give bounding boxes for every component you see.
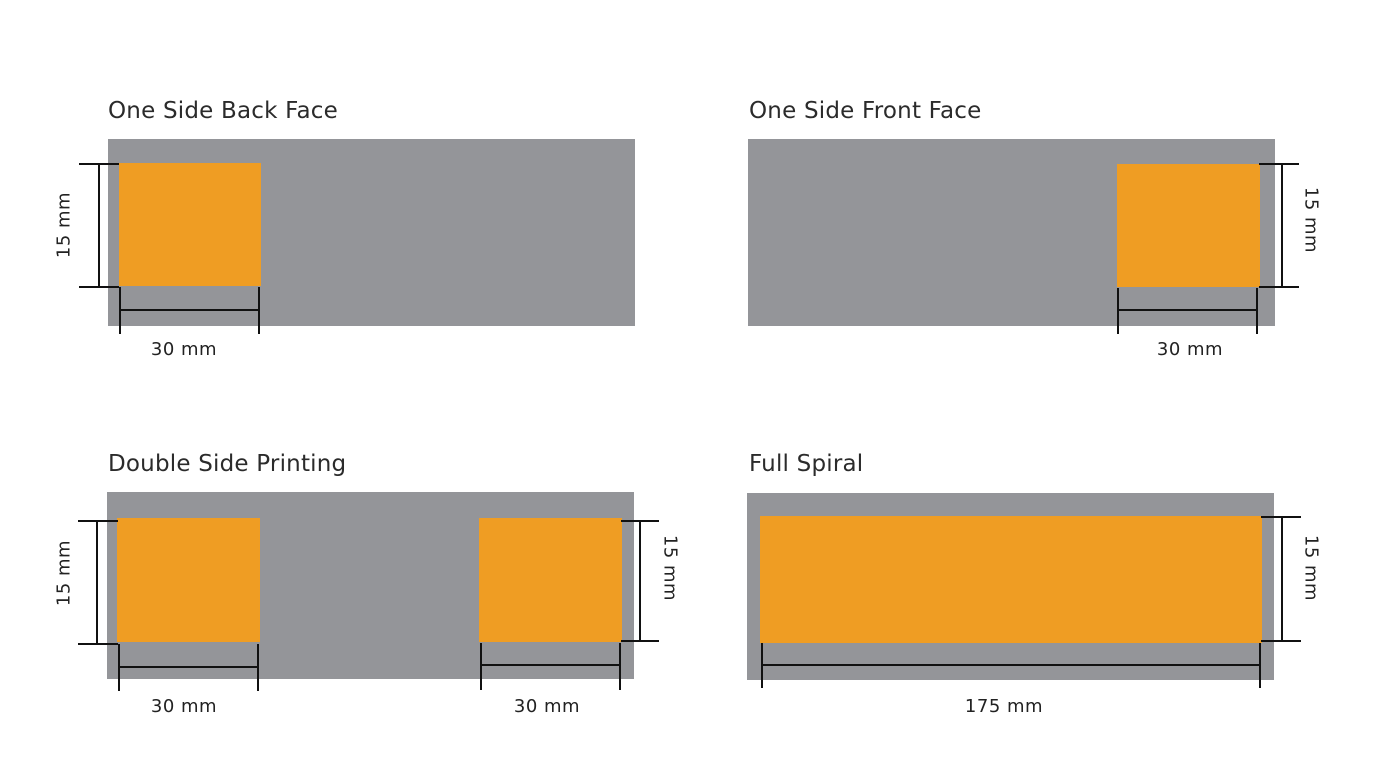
dim-tick-right-double-right	[619, 643, 621, 690]
dim-line-width-full-spiral	[762, 664, 1260, 666]
dim-tick-top-back-face	[79, 163, 119, 165]
dim-tick-bottom-full-spiral	[1261, 640, 1301, 642]
dim-tick-left-front-face	[1117, 288, 1119, 334]
dim-line-width-double-left	[119, 666, 259, 668]
print-area-back-face	[119, 163, 261, 286]
width-label-back-face: 30 mm	[150, 339, 218, 360]
panel-title-back-face: One Side Back Face	[108, 98, 338, 124]
dim-tick-bottom-double-right	[621, 640, 659, 642]
dim-tick-right-double-left	[257, 644, 259, 691]
dim-line-height-front-face	[1281, 164, 1283, 287]
dim-line-height-double-left	[96, 521, 98, 644]
dim-tick-left-back-face	[119, 287, 121, 334]
print-area-front-face	[1117, 164, 1260, 287]
height-label-front-face: 15 mm	[1300, 186, 1322, 254]
dim-tick-top-double-left	[78, 520, 118, 522]
dim-tick-bottom-front-face	[1259, 286, 1299, 288]
width-label-full-spiral: 175 mm	[964, 696, 1044, 717]
dim-line-width-double-right	[481, 664, 621, 666]
dim-tick-bottom-back-face	[79, 286, 119, 288]
dim-tick-top-full-spiral	[1261, 516, 1301, 518]
dim-tick-left-double-left	[118, 644, 120, 691]
dim-line-height-double-right	[639, 521, 641, 641]
print-area-double-side-left	[117, 518, 260, 642]
height-label-double-left: 15 mm	[53, 539, 75, 607]
panel-title-double-side: Double Side Printing	[108, 451, 347, 477]
height-label-double-right: 15 mm	[659, 534, 681, 602]
dim-tick-top-double-right	[621, 520, 659, 522]
dim-tick-right-full-spiral	[1259, 643, 1261, 688]
height-label-back-face: 15 mm	[53, 191, 75, 259]
dim-tick-right-front-face	[1256, 288, 1258, 334]
dim-tick-left-double-right	[480, 643, 482, 690]
width-label-double-right: 30 mm	[513, 696, 581, 717]
dim-line-width-front-face	[1118, 309, 1258, 311]
panel-title-front-face: One Side Front Face	[749, 98, 982, 124]
dim-line-width-back-face	[120, 309, 260, 311]
height-label-full-spiral: 15 mm	[1300, 534, 1322, 602]
print-area-full-spiral	[760, 516, 1262, 643]
dim-tick-left-full-spiral	[761, 643, 763, 688]
width-label-double-left: 30 mm	[150, 696, 218, 717]
print-area-double-side-right	[479, 518, 622, 642]
dim-line-height-full-spiral	[1281, 517, 1283, 642]
width-label-front-face: 30 mm	[1156, 339, 1224, 360]
dim-tick-bottom-double-left	[78, 643, 118, 645]
panel-title-full-spiral: Full Spiral	[749, 451, 864, 477]
dim-tick-right-back-face	[258, 287, 260, 334]
dim-line-height-back-face	[98, 163, 100, 287]
dim-tick-top-front-face	[1259, 163, 1299, 165]
